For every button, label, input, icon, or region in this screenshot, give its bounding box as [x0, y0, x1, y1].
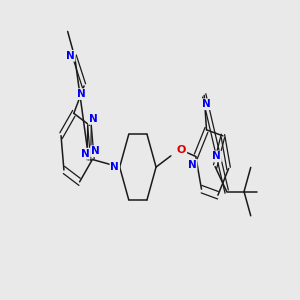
Text: N: N	[110, 162, 119, 172]
Text: N: N	[81, 149, 90, 159]
Text: N: N	[188, 160, 197, 170]
Text: N: N	[91, 146, 100, 156]
Text: N: N	[202, 99, 211, 109]
Text: N: N	[66, 51, 75, 61]
Text: O: O	[177, 145, 186, 155]
Text: N: N	[89, 114, 98, 124]
Text: N: N	[212, 152, 221, 161]
Text: N: N	[77, 89, 85, 99]
